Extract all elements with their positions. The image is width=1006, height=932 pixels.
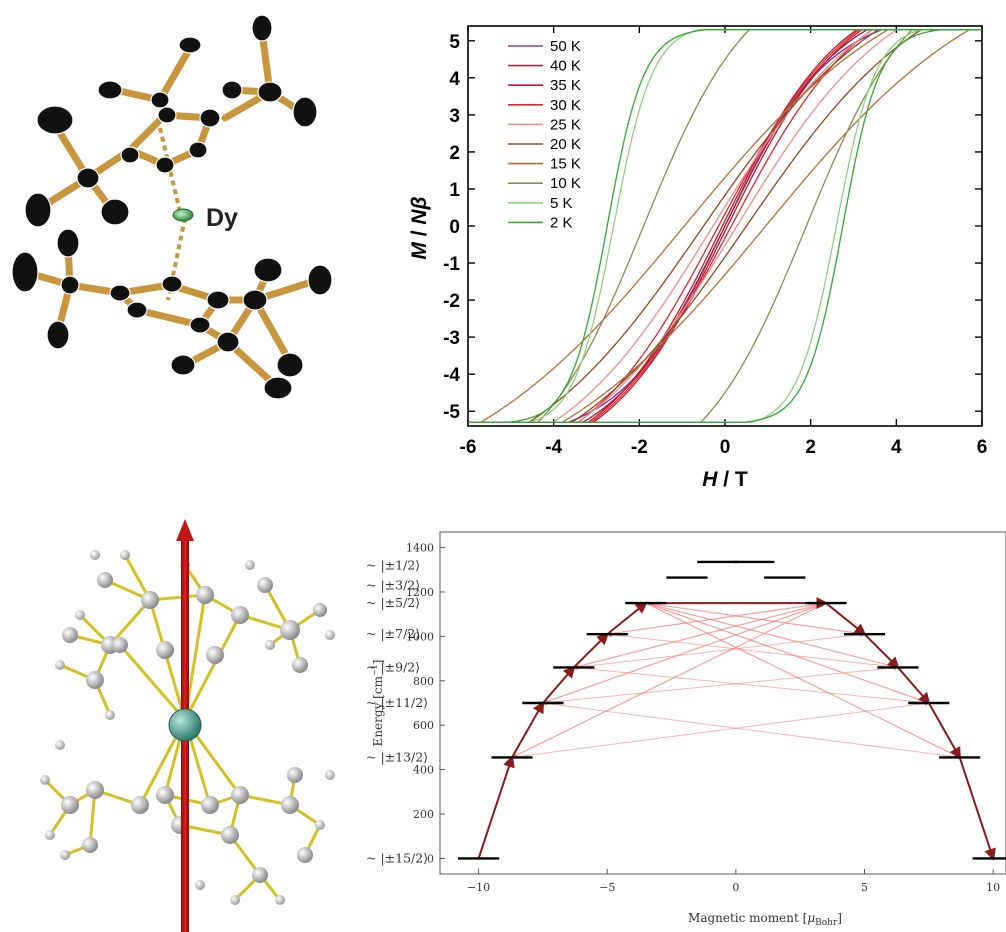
x-tick-label: -4	[545, 437, 562, 458]
state-label: ~ |±7/2⟩	[366, 626, 420, 641]
hysteresis-series-line	[468, 29, 982, 423]
legend-entry: 40 K	[550, 58, 581, 75]
y-tick-label: -3	[443, 328, 460, 349]
transition-arrow	[573, 632, 866, 668]
transition-arrow	[645, 602, 961, 758]
relaxation-path-arrow	[606, 601, 648, 635]
y-tick-label: -2	[443, 291, 460, 312]
dy-molecule-ortep-image: Dy	[0, 0, 400, 450]
y-tick-label: 1000	[406, 630, 434, 643]
relaxation-path-arrow	[477, 755, 515, 859]
y-tick-label: 5	[449, 32, 460, 53]
magnetic-axis-arrowhead-icon	[176, 519, 194, 541]
transition-arrow	[541, 701, 960, 758]
x-tick-label: 0	[720, 437, 731, 458]
x-tick-label: 10	[986, 881, 1000, 894]
transition-arrow	[606, 632, 899, 668]
hysteresis-y-axis-title: M / Nβ	[408, 196, 431, 259]
dy-molecule-ball-stick-image	[0, 505, 400, 932]
y-tick-label: 3	[449, 106, 460, 127]
state-label: ~ |±5/2⟩	[366, 595, 420, 610]
y-tick-label: 2	[449, 143, 460, 164]
energy-x-axis-title: Magnetic moment [μBohr]	[688, 911, 842, 928]
transition-arrow	[645, 602, 866, 637]
transition-arrow	[645, 602, 900, 670]
y-tick-label: 1400	[406, 542, 434, 555]
transition-arrow	[572, 602, 827, 670]
state-label: ~ |±13/2⟩	[366, 749, 428, 764]
transition-arrow	[606, 602, 826, 637]
x-tick-label: 4	[891, 437, 902, 458]
legend-entry: 30 K	[550, 97, 581, 114]
state-label: ~ |±9/2⟩	[366, 659, 420, 674]
y-tick-label: -5	[443, 402, 460, 423]
state-label: ~ |±1/2⟩	[366, 557, 420, 572]
y-tick-label: 200	[413, 808, 434, 821]
state-label: ~ |±3/2⟩	[366, 577, 420, 592]
legend-entry: 10 K	[550, 175, 581, 192]
relaxation-path-arrow	[958, 757, 996, 861]
x-tick-label: -2	[631, 437, 648, 458]
state-label: ~ |±15/2⟩	[366, 850, 428, 865]
transition-arrow	[541, 602, 827, 705]
y-tick-label: 1200	[406, 586, 434, 599]
energy-y-axis-title: Energy [cm−1]	[370, 660, 385, 747]
y-tick-label: -4	[443, 365, 460, 386]
y-tick-label: 400	[413, 764, 434, 777]
transition-arrow	[511, 701, 930, 758]
legend-entry: 20 K	[550, 136, 581, 153]
x-tick-label: 2	[805, 437, 816, 458]
relaxation-path-arrow	[542, 665, 576, 704]
legend-entry: 2 K	[550, 214, 573, 231]
y-tick-label: 4	[449, 69, 460, 90]
x-tick-label: 5	[861, 881, 868, 894]
state-label: ~ |±11/2⟩	[366, 695, 428, 710]
relaxation-path-arrow	[573, 632, 609, 669]
transition-arrow	[572, 665, 929, 704]
legend-entry: 15 K	[550, 156, 581, 173]
y-tick-label: 1	[449, 180, 460, 201]
relaxation-path-arrow	[511, 700, 545, 758]
legend-entry: 35 K	[550, 77, 581, 94]
y-tick-label: 0	[427, 852, 434, 865]
hysteresis-x-axis-title: H / T	[702, 468, 748, 491]
relaxation-path-arrow	[897, 666, 931, 705]
transition-arrow	[510, 602, 827, 758]
transition-arrow	[542, 665, 899, 704]
legend-entry: 5 K	[550, 195, 573, 212]
energy-barrier-chart: −10 −5 0 5 10 0 200 400 600 800 1000 1200 1400 ~ |±1…	[360, 520, 1006, 932]
x-tick-label: −10	[467, 881, 490, 894]
legend-entry: 50 K	[550, 38, 581, 55]
relaxation-path-arrow	[863, 633, 900, 670]
y-tick-label: 0	[449, 217, 460, 238]
y-tick-label: -1	[443, 254, 460, 275]
x-tick-label: 0	[732, 881, 739, 894]
y-tick-label: 600	[413, 719, 434, 732]
x-tick-label: −5	[599, 881, 615, 894]
dy-atom-label: Dy	[206, 204, 238, 232]
y-tick-label: 800	[413, 675, 434, 688]
legend-entry: 25 K	[550, 116, 581, 133]
x-tick-label: -6	[460, 437, 477, 458]
hysteresis-chart: -6 -4 -2 0 2 4 6 -5 -4 -3 -2 -1 0 1 2 3 4 5 50 K 40 K 35 K 3…	[400, 0, 1006, 500]
transition-arrow	[645, 602, 930, 705]
hysteresis-series-line	[468, 29, 982, 423]
relaxation-path-arrow	[825, 602, 867, 636]
relaxation-path-arrow	[927, 702, 961, 760]
x-tick-label: 6	[977, 437, 988, 458]
